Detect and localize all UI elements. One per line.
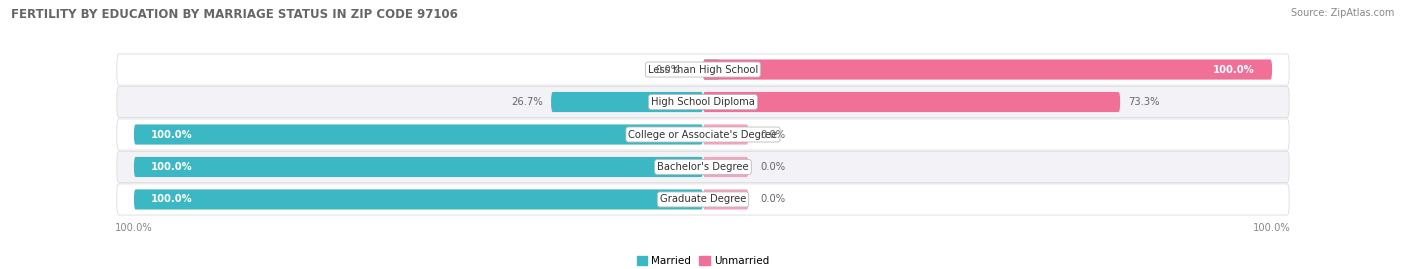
Text: 0.0%: 0.0% [759,129,785,140]
FancyBboxPatch shape [117,54,1289,85]
FancyBboxPatch shape [117,151,1289,183]
Text: 26.7%: 26.7% [510,97,543,107]
FancyBboxPatch shape [117,119,1289,150]
FancyBboxPatch shape [117,184,1289,215]
FancyBboxPatch shape [134,157,703,177]
Text: Source: ZipAtlas.com: Source: ZipAtlas.com [1291,8,1395,18]
Text: 100.0%: 100.0% [150,129,193,140]
Text: High School Diploma: High School Diploma [651,97,755,107]
Text: 0.0%: 0.0% [655,65,681,75]
Text: Less than High School: Less than High School [648,65,758,75]
FancyBboxPatch shape [134,189,703,210]
FancyBboxPatch shape [551,92,703,112]
FancyBboxPatch shape [134,125,703,144]
Text: Bachelor's Degree: Bachelor's Degree [657,162,749,172]
Text: 100.0%: 100.0% [1213,65,1256,75]
FancyBboxPatch shape [703,157,748,177]
Text: 100.0%: 100.0% [150,162,193,172]
FancyBboxPatch shape [117,86,1289,118]
Text: 0.0%: 0.0% [759,162,785,172]
FancyBboxPatch shape [703,189,748,210]
FancyBboxPatch shape [703,59,1272,80]
Text: FERTILITY BY EDUCATION BY MARRIAGE STATUS IN ZIP CODE 97106: FERTILITY BY EDUCATION BY MARRIAGE STATU… [11,8,458,21]
Text: 73.3%: 73.3% [1129,97,1160,107]
FancyBboxPatch shape [703,92,1121,112]
Text: Graduate Degree: Graduate Degree [659,194,747,204]
Legend: Married, Unmarried: Married, Unmarried [633,252,773,269]
Text: 0.0%: 0.0% [759,194,785,204]
FancyBboxPatch shape [703,125,748,144]
FancyBboxPatch shape [703,59,720,80]
Text: 100.0%: 100.0% [150,194,193,204]
Text: College or Associate's Degree: College or Associate's Degree [628,129,778,140]
